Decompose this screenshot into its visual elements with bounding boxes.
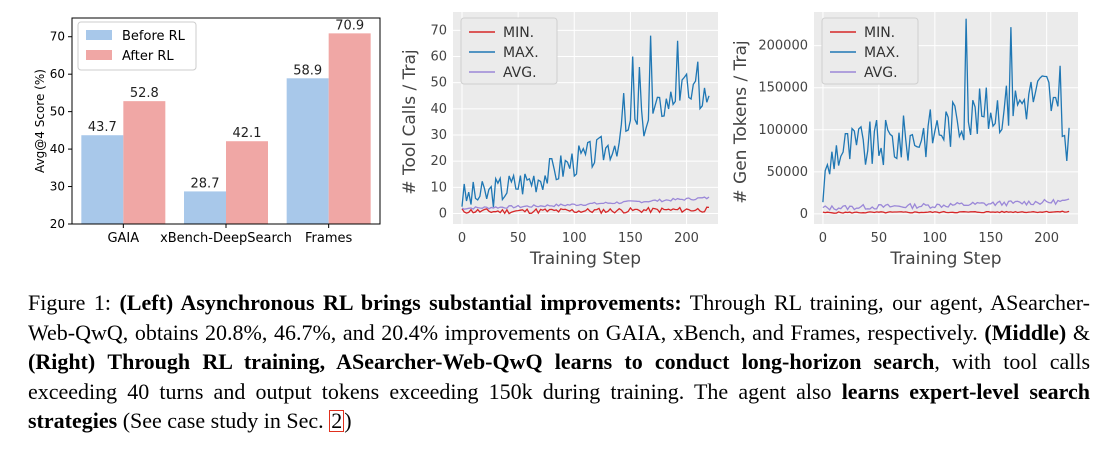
plot1-series-line-min bbox=[461, 206, 710, 215]
plot2-series-line-min bbox=[822, 210, 1070, 214]
y-tick-label: 70 bbox=[50, 30, 65, 44]
caption-ampersand: & bbox=[1072, 319, 1090, 345]
legend-swatch bbox=[86, 30, 112, 40]
legend-label: Before RL bbox=[122, 29, 186, 44]
plot2-legend-label: MIN. bbox=[864, 25, 895, 41]
plot1-y-tick-label: 20 bbox=[430, 154, 447, 169]
plot1-y-tick-label: 70 bbox=[430, 23, 447, 38]
x-tick-label: Frames bbox=[305, 231, 353, 246]
plot1-x-axis-label: Training Step bbox=[529, 249, 641, 269]
plot2-series-line-max bbox=[822, 18, 1070, 203]
plot2-y-tick-label: 100000 bbox=[758, 123, 808, 138]
plot1-y-tick-label: 50 bbox=[430, 76, 447, 91]
plot2-x-tick-label: 150 bbox=[978, 231, 1003, 246]
plot2-y-tick-label: 0 bbox=[800, 207, 808, 222]
y-tick-label: 20 bbox=[50, 217, 65, 231]
plot1-y-tick-label: 10 bbox=[430, 180, 447, 195]
caption-figure-label: Figure 1: bbox=[28, 290, 112, 315]
caption-right-tag: (Right) bbox=[28, 349, 96, 374]
y-tick-label: 60 bbox=[50, 67, 65, 81]
plot2-x-tick-label: 0 bbox=[819, 231, 827, 246]
section-reference-link[interactable]: 2 bbox=[329, 408, 345, 433]
plot2-legend-box bbox=[821, 17, 919, 85]
plot2-y-tick-label: 200000 bbox=[758, 39, 808, 54]
plot1-series-line-max bbox=[461, 35, 710, 208]
plot2-y-tick-label: 150000 bbox=[758, 81, 808, 96]
bar-after-2 bbox=[328, 33, 371, 224]
plot1-x-tick-label: 150 bbox=[618, 231, 643, 246]
bar-data-label: 43.7 bbox=[88, 120, 117, 135]
plot2-y-tick-label: 50000 bbox=[767, 165, 808, 180]
y-tick-label: 40 bbox=[50, 142, 65, 156]
plot2-x-tick-label: 200 bbox=[1034, 231, 1059, 246]
plot1-x-tick-label: 200 bbox=[674, 231, 699, 246]
y-axis-label: Avg@4 Score (%) bbox=[33, 69, 47, 173]
plot1-y-tick-label: 40 bbox=[430, 102, 447, 117]
figure-svg: 43.7 52.8 GAIA 28.7 42.1 xBench-DeepSearch 58.… bbox=[33, 12, 1078, 269]
caption-close-paren: ) bbox=[344, 408, 352, 433]
plot1-x-tick-label: 50 bbox=[510, 231, 527, 246]
plot2-x-tick-label: 50 bbox=[871, 231, 888, 246]
bar-after-0 bbox=[123, 101, 166, 224]
plot1-series-line-avg bbox=[461, 196, 710, 210]
plot1-y-tick-label: 30 bbox=[430, 128, 447, 143]
x-tick-label: GAIA bbox=[107, 231, 139, 246]
figure-caption: Figure 1: (Left) Asynchronous RL brings … bbox=[28, 288, 1090, 436]
y-tick-label: 30 bbox=[50, 180, 65, 194]
y-tick-label: 50 bbox=[50, 105, 65, 119]
bar-data-label: 28.7 bbox=[191, 176, 220, 191]
caption-bold-2: Through RL training, ASearcher-Web-QwQ l… bbox=[107, 349, 935, 374]
plot1-x-tick-label: 0 bbox=[458, 231, 466, 246]
x-tick-label: xBench-DeepSearch bbox=[160, 231, 292, 246]
caption-text-1: Through RL training, our agent, ASearche… bbox=[28, 290, 1091, 345]
caption-text-3: (See case study in Sec. bbox=[122, 408, 324, 433]
plot1-y-axis-label: # Tool Calls / Traj bbox=[400, 49, 420, 194]
plot2-x-axis-label: Training Step bbox=[889, 249, 1001, 269]
figure-panel: 43.7 52.8 GAIA 28.7 42.1 xBench-DeepSearch 58.… bbox=[33, 12, 1078, 269]
plot1-x-tick-label: 100 bbox=[562, 231, 587, 246]
bar-chart-frame bbox=[71, 17, 381, 225]
plot2-y-axis-label: # Gen Tokens / Traj bbox=[731, 40, 751, 203]
plot1-legend-label: MAX. bbox=[503, 45, 539, 61]
caption-middle-tag: (Middle) bbox=[984, 319, 1067, 345]
caption-left-tag: (Left) Asynchronous RL brings substantia… bbox=[119, 290, 682, 315]
bar-data-label: 52.8 bbox=[130, 86, 159, 101]
bar-after-1 bbox=[226, 141, 268, 224]
plot1-legend-box bbox=[460, 17, 558, 85]
bar-before-2 bbox=[286, 78, 329, 224]
plot1-legend-label: AVG. bbox=[503, 65, 537, 81]
plot1-legend-label: MIN. bbox=[503, 25, 534, 41]
bar-data-label: 58.9 bbox=[293, 63, 322, 78]
caption-text-2: , with tool calls exceeding 40 turns and… bbox=[28, 349, 1091, 404]
caption-bold-3: learns expert-level search strategies bbox=[28, 378, 1091, 434]
bar-data-label: 70.9 bbox=[335, 18, 364, 33]
plot1-y-tick-label: 60 bbox=[430, 49, 447, 64]
legend-swatch bbox=[86, 50, 112, 60]
plot2-legend-label: AVG. bbox=[864, 65, 898, 81]
bar-before-0 bbox=[81, 135, 124, 224]
plot2-x-tick-label: 100 bbox=[922, 231, 947, 246]
legend-label: After RL bbox=[122, 49, 174, 64]
plot2-series-line-avg bbox=[822, 198, 1070, 211]
bar-before-1 bbox=[184, 191, 226, 224]
plot2-legend-label: MAX. bbox=[864, 45, 900, 61]
bar-data-label: 42.1 bbox=[233, 126, 262, 141]
plot1-y-tick-label: 0 bbox=[439, 207, 447, 222]
